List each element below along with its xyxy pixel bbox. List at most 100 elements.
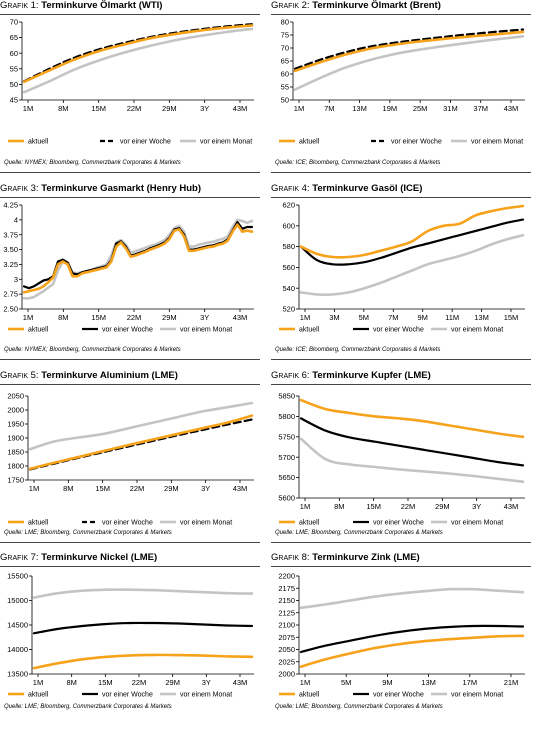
legend-label: vor einem Monat — [471, 139, 523, 146]
panel-prefix: Grafik 2: — [271, 0, 310, 11]
y-tick-label: 580 — [282, 242, 295, 251]
legend-label: aktuell — [28, 692, 49, 699]
y-tick-label: 2100 — [278, 621, 295, 630]
chart-panel-3: Grafik 3: Terminkurve Gasmarkt (Henry Hu… — [0, 183, 260, 361]
y-tick-label: 14500 — [7, 621, 28, 630]
y-tick-label: 3.75 — [3, 230, 18, 239]
legend-label: vor einer Woche — [102, 520, 153, 527]
y-tick-label: 1800 — [7, 462, 24, 471]
series-line-aktuell — [22, 223, 254, 294]
legend-label: aktuell — [28, 327, 49, 334]
legend-label: aktuell — [28, 139, 49, 146]
panel-title-text: Terminkurve Gasöl (ICE) — [312, 183, 423, 194]
legend-label: vor einem Monat — [451, 692, 503, 699]
panel-title: Grafik 4: Terminkurve Gasöl (ICE) — [271, 183, 531, 195]
bottom-rule — [0, 359, 260, 360]
x-tick-label: 43M — [233, 104, 248, 113]
bottom-rule — [0, 542, 260, 543]
legend-label: vor einem Monat — [180, 327, 232, 334]
series-line-woche — [293, 28, 525, 70]
x-tick-label: 8M — [63, 484, 73, 493]
x-tick-label: 3Y — [200, 104, 209, 113]
title-rule — [271, 14, 531, 15]
x-tick-label: 17M — [463, 678, 478, 687]
title-rule — [271, 384, 531, 385]
series-line-monat — [22, 218, 254, 300]
x-tick-label: 15M — [91, 313, 106, 322]
series-line-monat — [299, 587, 525, 610]
y-tick-label: 5700 — [278, 453, 295, 462]
y-tick-label: 70 — [281, 44, 289, 53]
x-tick-label: 19M — [383, 104, 398, 113]
x-tick-label: 15M — [504, 313, 519, 322]
source-note: Quelle: LME; Bloomberg, Commerzbank Corp… — [275, 704, 443, 710]
x-tick-label: 15M — [95, 484, 110, 493]
source-note: Quelle: LME; Bloomberg, Commerzbank Corp… — [4, 530, 172, 536]
series-line-aktuell — [299, 634, 525, 668]
x-tick-label: 5M — [341, 678, 351, 687]
title-rule — [0, 197, 260, 198]
series-line-aktuell — [293, 30, 525, 73]
y-tick-label: 600 — [282, 221, 295, 230]
series-line-aktuell — [299, 398, 525, 439]
y-tick-label: 2050 — [278, 645, 295, 654]
y-tick-label: 3.50 — [3, 245, 18, 254]
panel-prefix: Grafik 6: — [271, 370, 310, 381]
x-tick-label: 13M — [352, 104, 367, 113]
panel-title: Grafik 2: Terminkurve Ölmarkt (Brent) — [271, 0, 531, 12]
y-tick-label: 5650 — [278, 473, 295, 482]
x-tick-label: 43M — [504, 104, 519, 113]
series-line-monat — [22, 27, 254, 94]
y-tick-label: 520 — [282, 305, 295, 314]
title-rule — [271, 566, 531, 567]
chart-svg: 45 50 55 60 65 70 1M 8M 15M 22M 29M 3Y 43M aktuell vor… — [8, 18, 254, 146]
y-tick-label: 75 — [281, 31, 289, 40]
y-tick-label: 2150 — [278, 596, 295, 605]
x-tick-label: 29M — [164, 484, 179, 493]
x-tick-label: 43M — [233, 678, 248, 687]
x-tick-label: 8M — [58, 313, 68, 322]
legend-label: vor einer Woche — [120, 139, 171, 146]
legend-label: vor einer Woche — [373, 520, 424, 527]
series-line-monat — [32, 588, 254, 599]
source-note: Quelle: NYMEX; Bloomberg, Commerzbank Co… — [4, 160, 181, 166]
x-tick-label: 29M — [165, 678, 180, 687]
chart-svg: 1750 1800 1850 1900 1950 2000 2050 1M 8M 15M 22M 29… — [7, 392, 254, 527]
y-tick-label: 13500 — [7, 670, 28, 679]
y-tick-label: 4.25 — [3, 201, 18, 210]
x-tick-label: 25M — [413, 104, 428, 113]
y-tick-label: 1950 — [7, 420, 24, 429]
y-tick-label: 2175 — [278, 584, 295, 593]
bottom-rule — [271, 172, 531, 173]
y-tick-label: 65 — [10, 33, 18, 42]
source-note: Quelle: LME; Bloomberg, Commerzbank Corp… — [275, 530, 443, 536]
y-tick-label: 4 — [14, 215, 18, 224]
panel-title: Grafik 7: Terminkurve Nickel (LME) — [0, 552, 260, 564]
x-tick-label: 29M — [435, 502, 450, 511]
y-tick-label: 50 — [10, 80, 18, 89]
y-tick-label: 560 — [282, 263, 295, 272]
y-tick-label: 45 — [10, 96, 18, 105]
panel-title: Grafik 8: Terminkurve Zink (LME) — [271, 552, 531, 564]
panel-prefix: Grafik 1: — [0, 0, 39, 11]
source-note: Quelle: ICE; Bloomberg, Commerzbank Corp… — [275, 347, 441, 353]
series-line-aktuell — [299, 204, 525, 259]
x-tick-label: 29M — [162, 313, 177, 322]
y-tick-label: 2200 — [278, 572, 295, 581]
legend-label: aktuell — [299, 520, 320, 527]
y-tick-label: 2.75 — [3, 290, 18, 299]
y-tick-label: 5600 — [278, 494, 295, 503]
y-tick-label: 620 — [282, 201, 295, 210]
panel-title-text: Terminkurve Gasmarkt (Henry Hub) — [41, 183, 202, 194]
x-tick-label: 1M — [23, 104, 33, 113]
x-tick-label: 22M — [130, 484, 145, 493]
chart-panel-4: Grafik 4: Terminkurve Gasöl (ICE) 520 540… — [271, 183, 531, 361]
series-line-aktuell — [32, 653, 254, 670]
x-tick-label: 22M — [132, 678, 147, 687]
x-tick-label: 1M — [300, 313, 310, 322]
y-tick-label: 50 — [281, 96, 289, 105]
panel-title-text: Terminkurve Ölmarkt (WTI) — [41, 0, 163, 11]
x-tick-label: 15M — [366, 502, 381, 511]
x-tick-label: 11M — [445, 313, 459, 322]
legend-label: aktuell — [299, 327, 320, 334]
